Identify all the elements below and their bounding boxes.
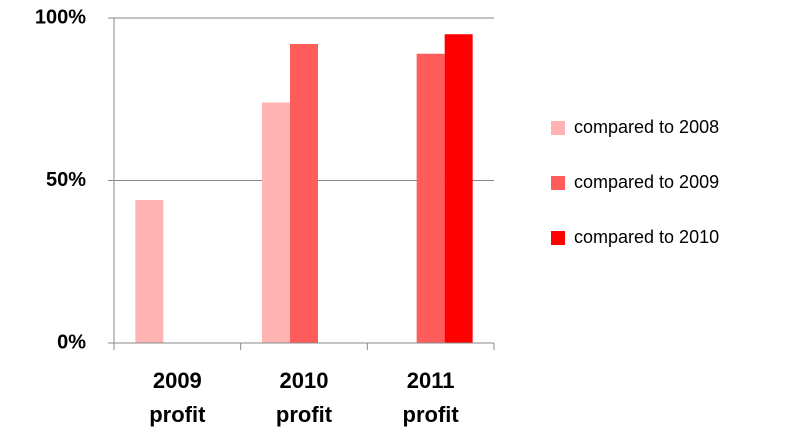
x-tick-label: 2009 profit [149, 368, 206, 427]
legend-swatch [551, 121, 565, 135]
legend-label: compared to 2008 [574, 117, 719, 137]
bar [444, 34, 473, 343]
legend-label: compared to 2010 [574, 227, 719, 247]
bar [290, 44, 318, 343]
legend-swatch [551, 231, 565, 245]
y-tick-label: 0% [57, 331, 86, 353]
x-tick-label: 2010 profit [275, 368, 333, 427]
bar [416, 53, 445, 343]
y-tick-label: 50% [46, 169, 86, 191]
x-tick-label: 2011 profit [402, 368, 459, 427]
legend-label: compared to 2009 [574, 172, 719, 192]
bar [262, 102, 290, 343]
bar [135, 200, 164, 343]
legend-swatch [551, 176, 565, 190]
y-tick-label: 100% [35, 6, 86, 28]
